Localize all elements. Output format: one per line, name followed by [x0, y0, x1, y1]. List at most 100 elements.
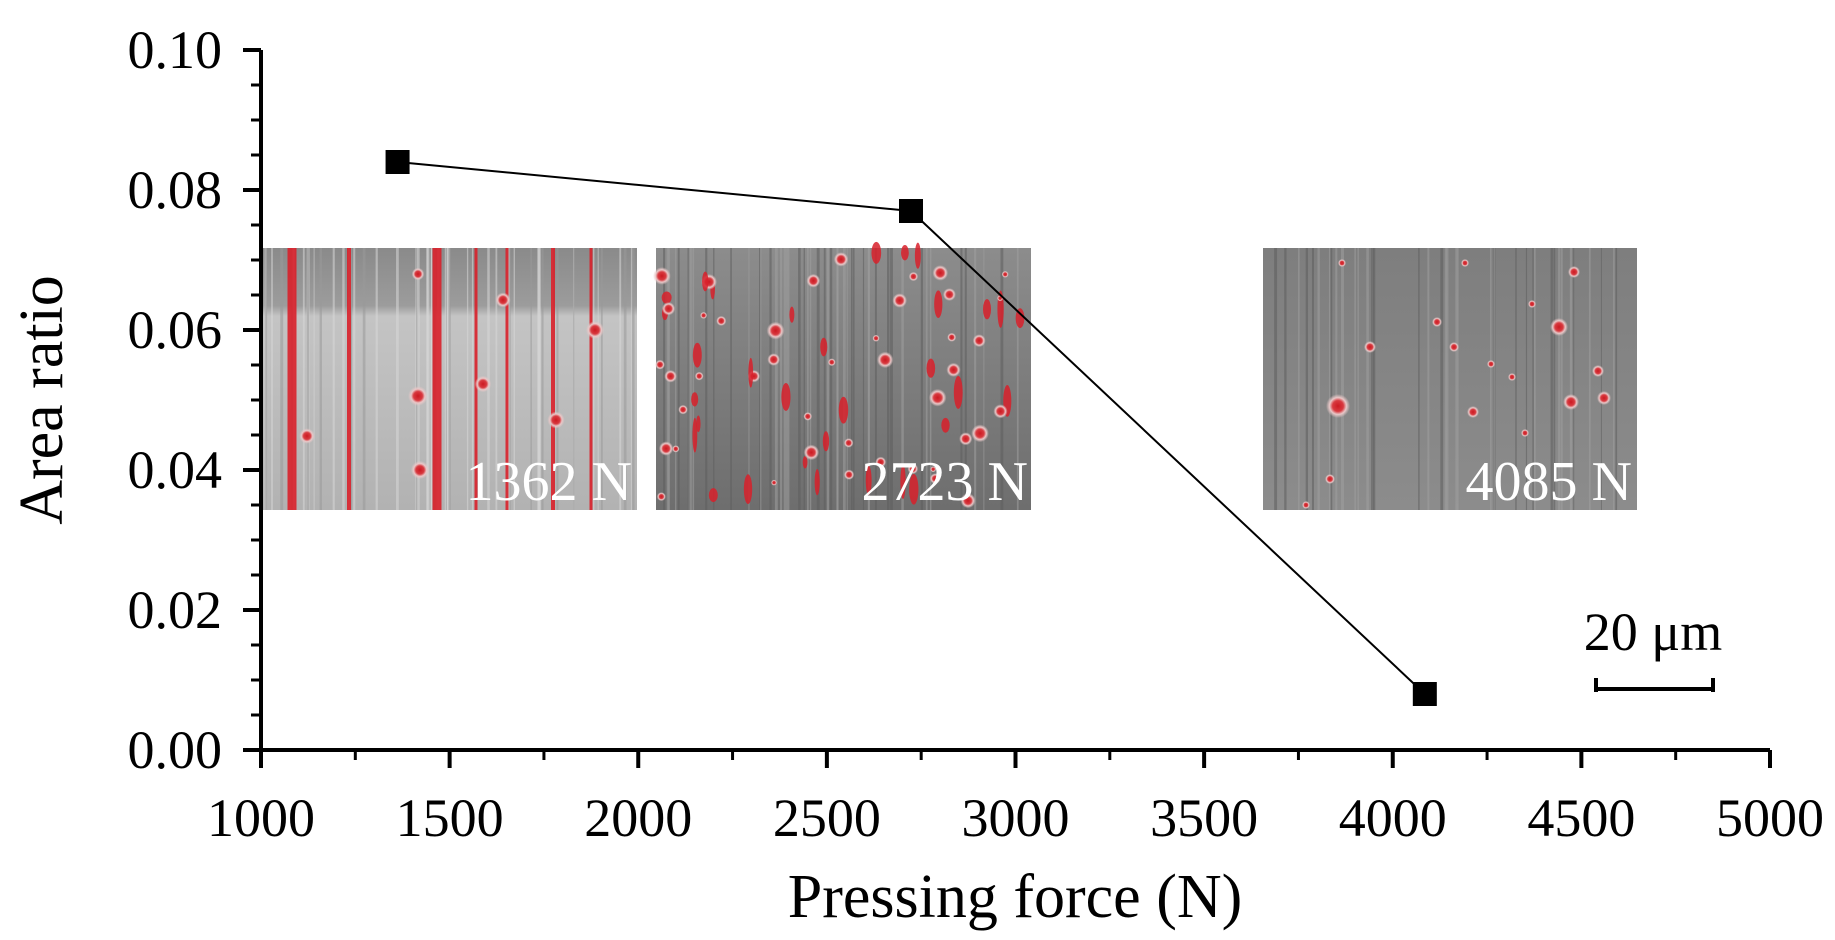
inset-spot — [1521, 429, 1529, 437]
inset-red-streak — [838, 396, 849, 424]
inset-spot — [972, 334, 986, 348]
inset-4085-label: 4085 N — [1466, 451, 1632, 513]
inset-spot — [827, 358, 836, 367]
inset-red-streak — [900, 464, 906, 499]
inset-red-streak — [692, 417, 698, 453]
inset-spot — [694, 371, 704, 381]
inset-red-streak — [347, 248, 351, 510]
inset-spot — [1528, 300, 1536, 308]
inset-spot — [653, 267, 671, 285]
inset-red-streak — [743, 474, 753, 505]
data-point — [385, 150, 410, 174]
inset-spot — [1563, 394, 1579, 410]
x-tick-label: 3500 — [1150, 788, 1258, 848]
inset-red-streak — [871, 241, 882, 264]
inset-spot — [661, 302, 676, 316]
inset-red-streak — [941, 417, 950, 433]
inset-1362-marks — [264, 248, 635, 510]
inset-red-streak — [953, 375, 963, 409]
inset-spot — [495, 292, 511, 308]
inset-spot — [1432, 317, 1442, 327]
inset-red-streak — [781, 382, 791, 411]
inset-spot — [655, 359, 665, 370]
inset-spot — [872, 334, 880, 342]
inset-spot — [875, 456, 887, 468]
inset-spot — [547, 411, 565, 429]
inset-spot — [1364, 341, 1376, 353]
inset-red-streak — [901, 245, 909, 261]
inset-red-streak — [505, 248, 509, 510]
inset-spot — [1467, 406, 1479, 418]
y-tick-label: 0.10 — [128, 20, 223, 80]
inset-spot — [408, 386, 428, 406]
inset-spot — [942, 288, 956, 301]
inset-spot — [1592, 365, 1604, 377]
inset-spot — [1550, 318, 1568, 336]
inset-spot — [410, 460, 430, 480]
inset-spot — [929, 473, 941, 484]
inset-spot — [700, 311, 708, 319]
y-axis-title: Area ratio — [8, 275, 76, 525]
inset-red-streak — [287, 248, 297, 510]
inset-1362: 1362 N — [263, 248, 637, 513]
inset-red-streak — [822, 431, 830, 452]
inset-red-streak — [820, 337, 828, 357]
inset-4085: 4085 N — [1263, 248, 1637, 513]
inset-spot — [411, 267, 425, 281]
data-point — [1412, 682, 1437, 706]
x-tick-label: 1000 — [207, 788, 315, 848]
inset-2723-label: 2723 N — [862, 451, 1028, 513]
inset-spot — [1597, 391, 1611, 405]
inset-spot — [946, 362, 961, 377]
inset-red-streak — [708, 488, 718, 503]
inset-red-streak — [702, 271, 709, 292]
data-series — [385, 150, 1437, 706]
inset-spot — [1449, 342, 1459, 352]
inset-red-streak — [802, 456, 808, 469]
inset-spot — [1508, 373, 1516, 381]
x-tick-label: 2500 — [773, 788, 881, 848]
inset-red-streak — [934, 290, 943, 319]
inset-red-streak — [914, 242, 921, 269]
inset-red-streak — [692, 342, 702, 368]
x-tick-label: 2000 — [584, 788, 692, 848]
inset-spot — [960, 493, 976, 509]
inset-red-streak — [474, 248, 478, 510]
inset-spot — [928, 388, 947, 407]
inset-red-streak — [789, 306, 795, 323]
inset-spot — [876, 351, 894, 369]
scale-bar-label: 20 μm — [1584, 602, 1722, 662]
x-tick-label: 3000 — [962, 788, 1070, 848]
inset-2723: 2723 N — [653, 241, 1031, 513]
inset-spot — [803, 412, 813, 421]
inset-spot — [843, 438, 854, 448]
inset-spot — [1001, 270, 1009, 278]
inset-4085-background — [1263, 248, 1637, 510]
inset-spot — [1568, 266, 1580, 278]
inset-spot — [908, 271, 919, 282]
inset-spot — [833, 252, 849, 267]
inset-spot — [1302, 501, 1310, 509]
x-tick-label: 5000 — [1716, 788, 1824, 848]
y-tick-label: 0.06 — [128, 300, 223, 360]
y-tick-label: 0.04 — [128, 440, 223, 500]
y-tick-label: 0.08 — [128, 160, 223, 220]
inset-spot — [947, 332, 957, 342]
inset-images: 1362 N 2723 N 4085 N — [263, 241, 1637, 513]
inset-red-streak — [926, 358, 936, 378]
inset-spot — [716, 315, 727, 326]
inset-spot — [930, 466, 937, 473]
inset-spot — [1487, 360, 1495, 368]
inset-spot — [907, 463, 919, 475]
inset-spot — [767, 353, 781, 366]
inset-spot — [474, 375, 492, 393]
inset-red-streak — [432, 248, 442, 510]
inset-spot — [1461, 259, 1469, 267]
inset-red-streak — [696, 415, 701, 433]
inset-spot — [993, 404, 1008, 419]
inset-red-streak — [661, 291, 672, 304]
inset-spot — [806, 273, 821, 288]
inset-spot — [803, 444, 820, 461]
inset-red-streak — [1015, 308, 1025, 329]
